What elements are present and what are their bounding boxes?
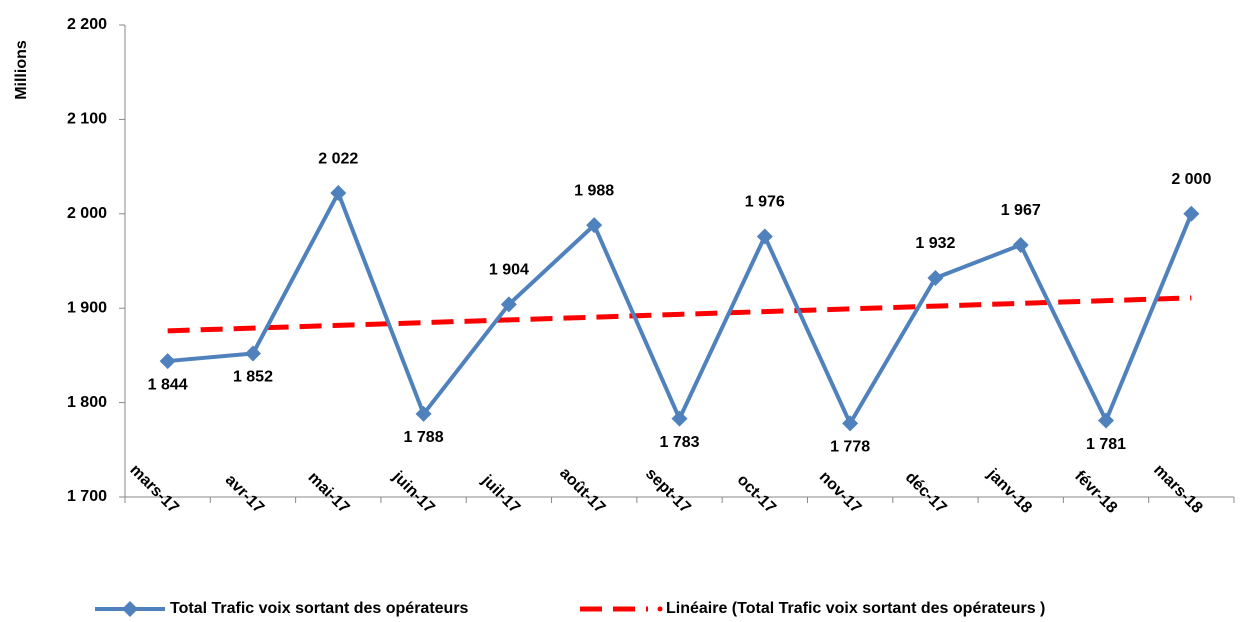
point-marker <box>586 217 603 234</box>
x-tick-label: mars-18 <box>1150 461 1206 517</box>
x-tick-label: mars-17 <box>126 461 182 517</box>
point-marker <box>415 405 432 422</box>
legend-label: Linéaire (Total Trafic voix sortant des … <box>666 600 1045 617</box>
point-marker <box>927 269 944 286</box>
y-tick-label: 2 000 <box>67 205 107 222</box>
x-tick-label: oct-17 <box>734 471 779 516</box>
x-tick-label: juil-17 <box>478 471 524 517</box>
data-label: 2 000 <box>1171 171 1211 188</box>
x-tick-label: févr-18 <box>1071 468 1120 517</box>
y-axis-title: Millions <box>13 40 30 100</box>
data-label: 1 778 <box>830 439 870 456</box>
point-marker <box>244 345 261 362</box>
data-label: 1 976 <box>745 194 785 211</box>
x-tick-label: nov-17 <box>816 468 865 517</box>
x-tick-label: janv-18 <box>983 465 1035 517</box>
data-label: 1 932 <box>915 235 955 252</box>
legend-marker <box>122 601 138 617</box>
y-tick-label: 1 800 <box>67 394 107 411</box>
line-series <box>167 191 1194 426</box>
data-label: 1 852 <box>233 369 273 386</box>
point-marker <box>1012 236 1029 253</box>
point-marker <box>1098 412 1115 429</box>
data-label: 1 844 <box>148 376 188 393</box>
y-tick-label: 2 100 <box>67 111 107 128</box>
point-marker <box>842 415 859 432</box>
point-marker <box>1183 205 1200 222</box>
point-marker <box>671 410 688 427</box>
data-label: 1 788 <box>404 429 444 446</box>
data-label: 1 904 <box>489 262 529 279</box>
x-tick-label: août-17 <box>556 465 608 517</box>
point-marker <box>159 353 176 370</box>
legend-marker <box>657 606 663 612</box>
data-label: 1 988 <box>574 182 614 199</box>
x-tick-label: sept-17 <box>642 465 694 517</box>
y-tick-label: 1 700 <box>67 488 107 505</box>
x-tick-label: mai-17 <box>305 469 353 517</box>
line-series <box>167 295 1192 334</box>
data-label: 1 783 <box>659 434 699 451</box>
point-marker <box>500 296 517 313</box>
y-tick-label: 1 900 <box>67 299 107 316</box>
point-marker <box>756 228 773 245</box>
point-marker <box>330 185 347 202</box>
data-label: 1 781 <box>1086 436 1126 453</box>
x-tick-label: déc-17 <box>902 469 950 517</box>
data-label: 1 967 <box>1001 202 1041 219</box>
y-tick-label: 2 200 <box>67 16 107 33</box>
data-label: 2 022 <box>318 150 358 167</box>
legend-label: Total Trafic voix sortant des opérateurs <box>170 600 469 617</box>
x-tick-label: juin-17 <box>389 468 438 517</box>
x-tick-label: avr-17 <box>222 471 267 516</box>
